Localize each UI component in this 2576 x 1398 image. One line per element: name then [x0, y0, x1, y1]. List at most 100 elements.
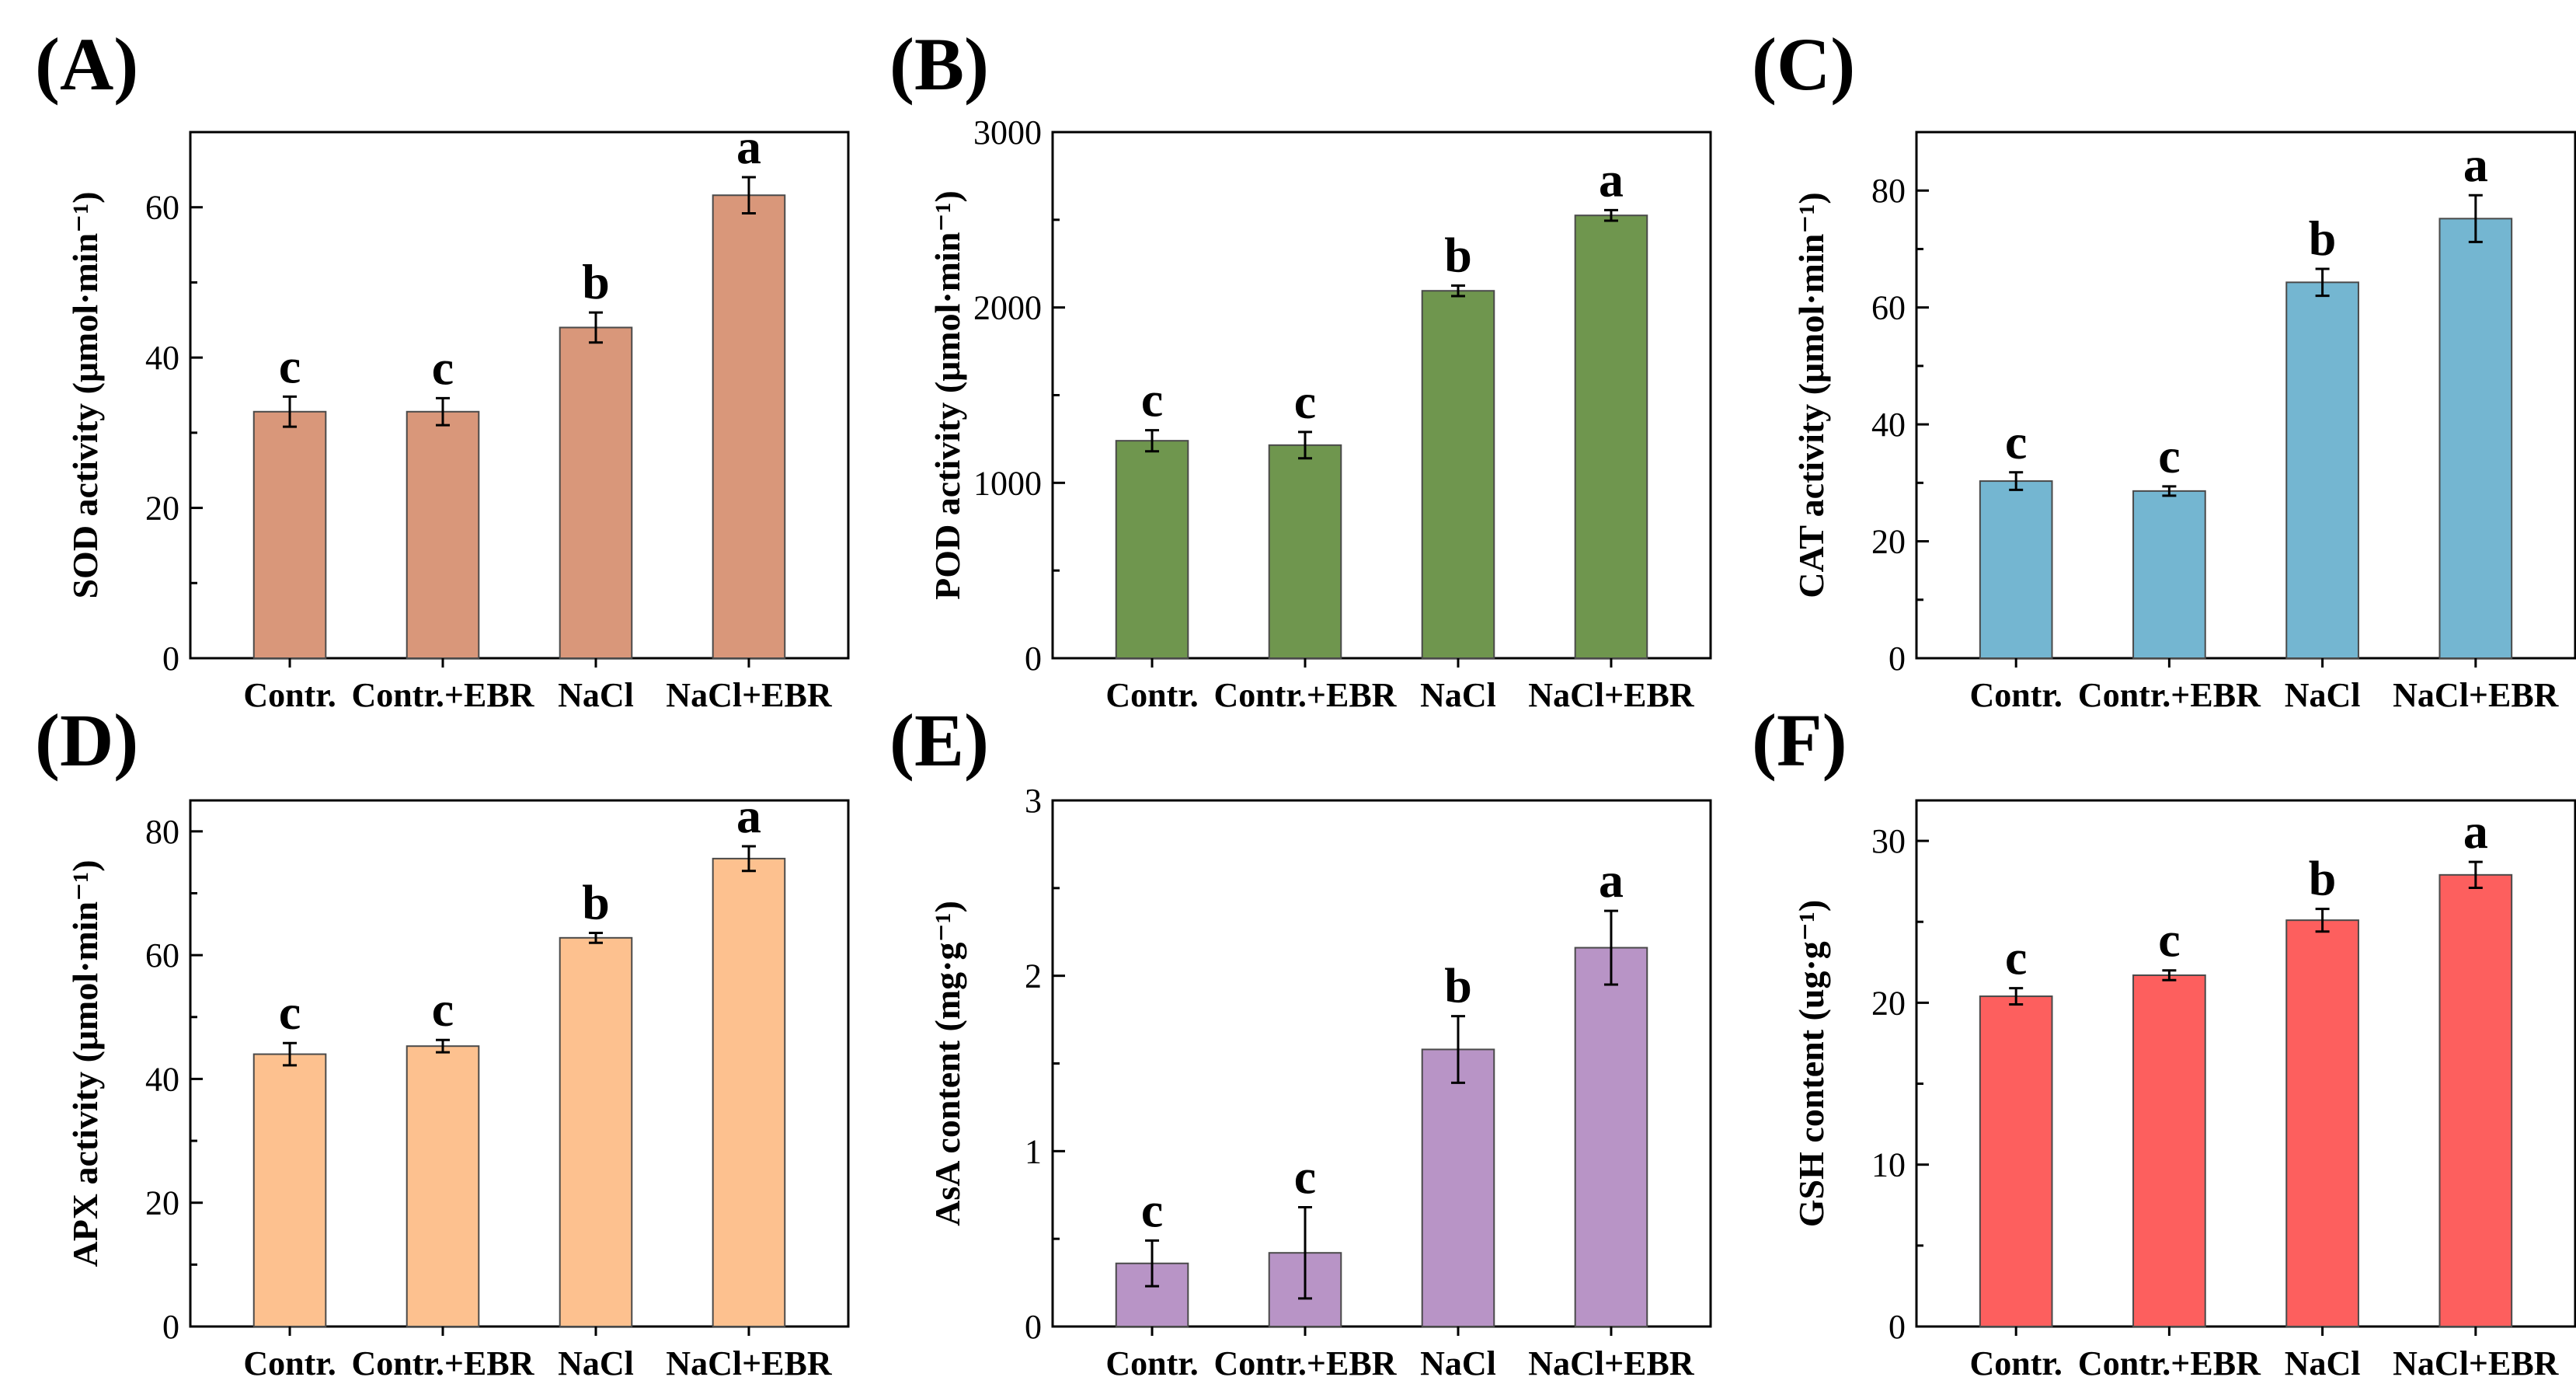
category-label: NaCl — [1420, 1344, 1496, 1382]
category-label: Contr.+EBR — [352, 676, 535, 714]
y-tick-label: 2000 — [973, 289, 1042, 327]
bar — [1421, 1048, 1495, 1327]
significance-letter: c — [2005, 414, 2027, 469]
significance-letter: c — [432, 981, 454, 1037]
bar — [1574, 947, 1648, 1328]
panel-letter: (C) — [1752, 23, 1855, 106]
category-label: NaCl — [1420, 676, 1496, 714]
bar — [252, 1053, 327, 1328]
category-label: Contr. — [243, 676, 336, 714]
bar — [1574, 214, 1648, 660]
significance-letter: c — [1294, 374, 1316, 429]
y-tick-label: 0 — [1025, 640, 1042, 678]
bar — [252, 410, 327, 660]
bar — [1268, 444, 1342, 659]
significance-letter: c — [279, 985, 301, 1040]
category-label: NaCl — [2285, 676, 2361, 714]
category-label: Contr. — [1105, 676, 1198, 714]
bar — [712, 194, 786, 660]
y-tick-label: 0 — [1888, 640, 1906, 678]
bar — [2132, 974, 2206, 1327]
bar — [712, 857, 786, 1328]
y-tick-label: 20 — [1871, 984, 1906, 1022]
y-tick-label: 40 — [1871, 406, 1906, 444]
significance-letter: a — [736, 788, 761, 843]
y-tick-label: 0 — [1025, 1308, 1042, 1346]
category-label: NaCl — [558, 1344, 634, 1382]
significance-letter: b — [582, 874, 610, 929]
category-label: Contr.+EBR — [352, 1344, 535, 1382]
bar — [1979, 995, 2053, 1328]
bar — [1979, 480, 2053, 659]
category-label: Contr. — [243, 1344, 336, 1382]
y-axis-label: CAT activity (μmol·min⁻¹) — [1791, 192, 1831, 598]
category-label: Contr.+EBR — [2078, 1344, 2261, 1382]
significance-letter: b — [2309, 851, 2337, 906]
y-tick-label: 40 — [145, 339, 179, 377]
bar — [559, 326, 633, 659]
axes-frame — [189, 131, 850, 660]
y-tick-label: 0 — [162, 640, 179, 678]
y-tick-label: 20 — [145, 1184, 179, 1222]
y-tick-label: 0 — [162, 1308, 179, 1346]
bar — [1115, 440, 1189, 659]
significance-letter: a — [1599, 152, 1624, 207]
y-tick-label: 3 — [1025, 782, 1042, 820]
significance-letter: c — [2158, 912, 2180, 967]
bar — [2285, 919, 2359, 1327]
y-axis-label: AsA content (mg·g⁻¹) — [928, 901, 967, 1226]
category-label: NaCl+EBR — [2393, 1344, 2560, 1382]
bar — [2285, 281, 2359, 659]
y-tick-label: 0 — [1888, 1308, 1906, 1346]
panel-letter: (B) — [889, 23, 989, 106]
significance-letter: c — [2158, 428, 2180, 483]
significance-letter: c — [432, 340, 454, 395]
y-tick-label: 80 — [145, 813, 179, 851]
category-label: Contr.+EBR — [2078, 676, 2261, 714]
category-label: NaCl+EBR — [1528, 676, 1695, 714]
panel-letter: (E) — [889, 699, 989, 782]
bar — [2438, 218, 2513, 659]
y-axis-label: APX activity (μmol·min⁻¹) — [65, 859, 105, 1267]
y-axis-label: GSH content (ug·g⁻¹) — [1791, 900, 1831, 1227]
bar — [2132, 490, 2206, 659]
y-tick-label: 2 — [1025, 957, 1042, 995]
panel-letter: (F) — [1752, 699, 1847, 782]
category-label: NaCl+EBR — [2393, 676, 2560, 714]
significance-letter: b — [1444, 227, 1472, 282]
y-tick-label: 20 — [1871, 523, 1906, 561]
significance-letter: c — [1141, 372, 1163, 427]
significance-letter: b — [2309, 211, 2337, 266]
axes-frame — [1915, 131, 2576, 660]
significance-letter: c — [2005, 930, 2027, 985]
y-tick-label: 30 — [1871, 822, 1906, 860]
y-axis-label: POD activity (μmol·min⁻¹) — [928, 190, 967, 600]
y-tick-label: 60 — [1871, 289, 1906, 327]
y-tick-label: 3000 — [973, 113, 1042, 152]
significance-letter: c — [1294, 1149, 1316, 1205]
bar — [2438, 873, 2513, 1327]
y-tick-label: 60 — [145, 189, 179, 227]
y-tick-label: 1 — [1025, 1132, 1042, 1170]
axes-frame — [189, 799, 850, 1328]
significance-letter: a — [1599, 852, 1624, 908]
bar — [1421, 290, 1495, 659]
bar — [406, 410, 480, 660]
significance-letter: a — [2463, 137, 2488, 192]
category-label: Contr. — [1105, 1344, 1198, 1382]
y-tick-label: 10 — [1871, 1146, 1906, 1184]
y-tick-label: 80 — [1871, 172, 1906, 210]
category-label: Contr.+EBR — [1214, 1344, 1398, 1382]
panel-letter: (D) — [35, 699, 138, 782]
y-tick-label: 60 — [145, 936, 179, 974]
category-label: NaCl+EBR — [666, 676, 833, 714]
y-tick-label: 1000 — [973, 464, 1042, 502]
category-label: Contr. — [1969, 1344, 2062, 1382]
significance-letter: a — [2463, 804, 2488, 859]
category-label: NaCl+EBR — [1528, 1344, 1695, 1382]
y-axis-label: SOD activity (μmol·min⁻¹) — [65, 191, 105, 598]
axes-frame — [1915, 799, 2576, 1328]
significance-letter: c — [1141, 1182, 1163, 1237]
category-label: Contr. — [1969, 676, 2062, 714]
